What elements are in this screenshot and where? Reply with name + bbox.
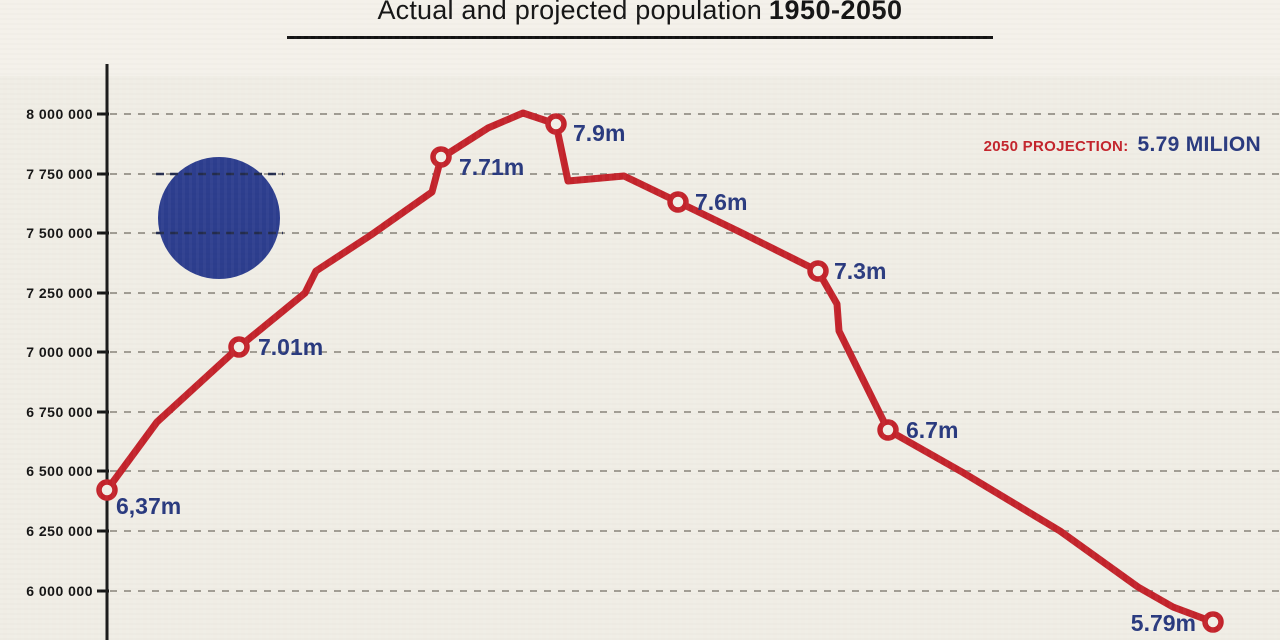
data-point-marker — [228, 336, 250, 358]
data-point-marker — [545, 113, 567, 135]
gridline-dashes-over-circle — [156, 172, 283, 235]
y-axis-ticks — [97, 112, 109, 593]
data-point-label: 6.7m — [906, 417, 958, 443]
chart-title: Actual and projected population 1950-2050 — [0, 0, 1280, 24]
chart-title-text: Actual and projected population — [377, 0, 762, 25]
projection-annotation-label: 2050 PROJECTION: — [984, 138, 1129, 155]
blue-circle-decoration — [158, 157, 280, 279]
title-underline-rule — [287, 36, 993, 39]
y-tick-label: 7 250 000 — [26, 285, 93, 301]
projection-annotation: 2050 PROJECTION: 5.79 MILION — [984, 133, 1261, 156]
data-point-label: 7.6m — [695, 189, 747, 215]
chart-title-range: 1950-2050 — [768, 0, 903, 25]
y-axis-labels: 8 000 000 7 750 000 7 500 000 7 250 000 … — [26, 106, 93, 599]
data-point-markers — [96, 113, 1224, 633]
y-tick-label: 8 000 000 — [26, 106, 93, 122]
projection-annotation-value: 5.79 MILION — [1138, 133, 1262, 156]
data-point-marker — [877, 419, 899, 441]
data-point-marker — [1202, 611, 1224, 633]
data-point-label: 7.71m — [459, 154, 524, 180]
y-tick-label: 6 750 000 — [26, 404, 93, 420]
data-point-marker — [430, 146, 452, 168]
data-point-marker — [807, 260, 829, 282]
data-point-label: 7.9m — [573, 120, 625, 146]
y-tick-label: 6 000 000 — [26, 583, 93, 599]
population-trend-line — [103, 109, 1217, 626]
y-tick-label: 6 250 000 — [26, 523, 93, 539]
y-tick-label: 7 500 000 — [26, 225, 93, 241]
data-point-labels: 6,37m 7.01m 7.71m 7.9m 7.6m 7.3m 6.7m 5.… — [116, 120, 1196, 636]
data-point-label: 7.01m — [258, 334, 323, 360]
y-tick-label: 6 500 000 — [26, 463, 93, 479]
data-point-marker — [667, 191, 689, 213]
data-point-label: 7.3m — [834, 258, 886, 284]
data-point-marker — [96, 479, 118, 501]
y-tick-label: 7 000 000 — [26, 344, 93, 360]
data-point-label: 5.79m — [1131, 610, 1196, 636]
data-point-label: 6,37m — [116, 493, 181, 519]
y-tick-label: 7 750 000 — [26, 166, 93, 182]
